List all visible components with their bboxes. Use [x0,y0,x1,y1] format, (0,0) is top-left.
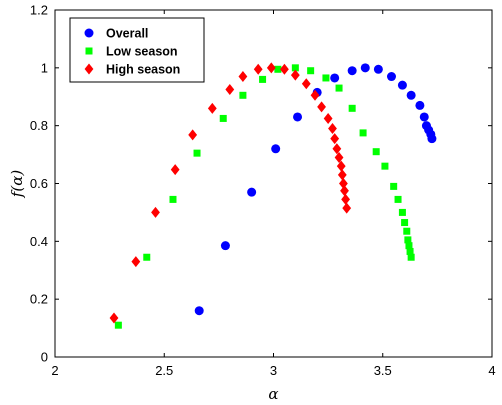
circle-point [419,112,429,122]
circle-point [194,306,204,316]
square-point [239,91,247,99]
diamond-point [342,202,352,214]
diamond-point [323,112,333,124]
square-point [390,182,398,190]
circle-point [293,112,303,122]
x-tick-label: 2 [51,363,58,378]
y-tick-label: 1.2 [30,3,48,18]
square-point [406,247,414,255]
series-overall [194,63,437,316]
square-point [359,129,367,137]
diamond-point [310,89,320,101]
square-point [407,253,415,261]
square-point [322,74,330,82]
diamond-point [207,102,217,114]
x-tick-label: 3 [270,363,277,378]
x-axis-label: α [268,385,278,403]
x-axis-ticks: 2 2.5 3 3.5 4 [51,10,496,378]
square-point [348,104,356,112]
legend: Overall Low season High season [69,17,205,83]
circle-point [427,134,437,144]
x-tick-label: 2.5 [155,363,173,378]
series-low-season [114,64,415,329]
y-tick-label: 1 [41,60,48,75]
legend-marker [84,28,94,38]
square-point [372,148,380,156]
square-point [193,149,201,157]
diamond-point [266,62,276,74]
y-axis-ticks: 0 0.2 0.4 0.6 0.8 1 1.2 [30,3,492,365]
circle-point [397,80,407,90]
square-point [398,208,406,216]
square-point [405,242,413,250]
legend-marker [85,47,93,55]
diamond-point [336,160,346,172]
diamond-point [109,312,119,324]
legend-label: Low season [106,45,178,59]
diamond-point [317,101,326,113]
x-tick-label: 3.5 [374,363,392,378]
diamond-point [341,193,351,205]
circle-point [360,63,370,73]
circle-point [271,144,281,154]
diamond-point [170,164,180,176]
y-tick-label: 0.8 [30,118,48,133]
diamond-point [238,71,248,83]
diamond-point [334,151,344,163]
diamond-point [253,63,263,75]
y-tick-label: 0 [41,350,48,365]
diamond-point [332,143,342,155]
diamond-point [151,206,160,218]
x-tick-label: 4 [488,363,495,378]
square-point [114,321,122,329]
diamond-point [131,256,141,268]
circle-point [330,73,340,83]
square-point [335,84,343,92]
diamond-point [225,84,235,96]
legend-entry: High season [84,63,180,77]
diamond-point [290,69,300,81]
circle-point [415,100,425,110]
square-point [401,219,409,227]
circle-point [247,187,257,197]
legend-entry: Overall [84,27,148,41]
diamond-point [339,178,348,189]
diamond-point [301,78,311,90]
data-marks [109,62,437,329]
square-point [259,75,267,83]
legend-label: Overall [106,27,148,41]
square-point [307,67,315,75]
y-axis-label: f(α) [8,170,26,199]
circle-point [373,64,383,74]
legend-marker [84,63,94,75]
diamond-point [337,169,347,181]
diamond-point [280,63,289,75]
square-point [169,195,177,203]
square-point [394,195,402,203]
circle-point [220,241,230,251]
y-tick-label: 0.4 [30,234,48,249]
square-point [291,64,299,72]
square-point [219,114,227,122]
square-point [404,236,412,244]
square-point [274,65,282,73]
legend-entry: Low season [85,45,178,59]
series-high-season [109,62,352,324]
square-point [381,162,389,170]
diamond-point [340,185,349,197]
y-tick-label: 0.6 [30,176,48,191]
diamond-point [328,123,337,135]
circle-point [386,72,396,82]
diamond-point [188,129,198,141]
diamond-point [330,133,340,145]
square-point [403,227,411,235]
circle-point [406,90,416,100]
circle-point [347,66,357,76]
legend-label: High season [106,63,180,77]
square-point [143,253,151,261]
y-tick-label: 0.2 [30,292,48,307]
